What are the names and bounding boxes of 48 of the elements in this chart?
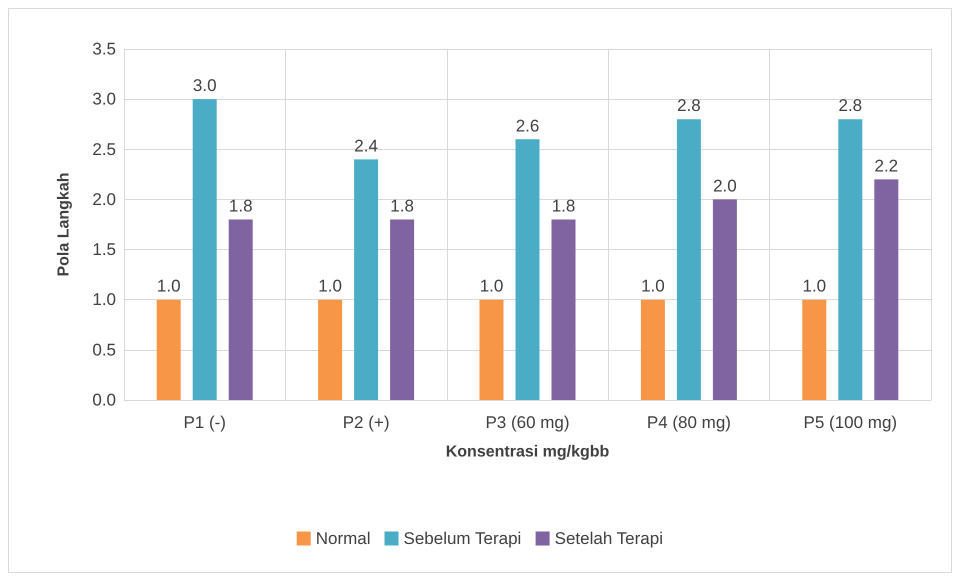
x-tick-label: P5 (100 mg) bbox=[804, 413, 898, 432]
text: 0.0 bbox=[92, 390, 116, 410]
x-axis-title: Konsentrasi mg/kgbb bbox=[446, 444, 610, 460]
bar bbox=[156, 300, 181, 400]
bar bbox=[874, 179, 898, 400]
data-label: 1.0 bbox=[480, 276, 504, 296]
bar bbox=[838, 119, 862, 400]
text: 1.0 bbox=[92, 290, 116, 310]
data-label: 1.8 bbox=[390, 196, 414, 216]
data-label: 2.6 bbox=[516, 116, 540, 136]
data-label: 1.0 bbox=[318, 276, 342, 296]
bar bbox=[228, 219, 253, 400]
legend-label: Normal bbox=[316, 529, 371, 548]
legend-label: Setelah Terapi bbox=[554, 529, 663, 548]
bar bbox=[712, 199, 737, 400]
bar bbox=[516, 139, 540, 400]
x-tick-label: P4 (80 mg) bbox=[646, 413, 731, 432]
data-label: 2.4 bbox=[354, 136, 378, 156]
data-label: 2.0 bbox=[713, 176, 737, 196]
bar bbox=[480, 300, 504, 400]
text: 3.5 bbox=[92, 40, 116, 58]
x-tick-label: P3 (60 mg) bbox=[485, 413, 570, 432]
text: 1.5 bbox=[92, 240, 116, 260]
text: 2.5 bbox=[92, 140, 116, 159]
text: 3.0 bbox=[92, 90, 116, 109]
bar bbox=[552, 219, 576, 400]
data-label: 1.0 bbox=[802, 276, 826, 296]
y-axis-title: Pola Langkah bbox=[56, 172, 72, 277]
data-label: 2.8 bbox=[838, 96, 862, 116]
data-label: 1.8 bbox=[552, 196, 576, 216]
data-label: 2.2 bbox=[874, 156, 898, 176]
data-label: 1.0 bbox=[641, 276, 665, 296]
data-label: 2.8 bbox=[677, 96, 701, 116]
data-label: 1.0 bbox=[156, 276, 181, 296]
x-tick-label: P2 (+) bbox=[342, 413, 390, 432]
data-label: 1.8 bbox=[228, 196, 253, 216]
legend-label: Sebelum Terapi bbox=[403, 529, 522, 548]
bar bbox=[390, 219, 414, 400]
bar bbox=[676, 119, 701, 400]
text: 2.0 bbox=[92, 190, 116, 209]
text: 0.5 bbox=[92, 340, 116, 360]
data-label: 3.0 bbox=[192, 76, 217, 96]
bar bbox=[354, 159, 378, 400]
bar bbox=[802, 300, 826, 400]
x-tick-label: P1 (-) bbox=[183, 413, 226, 432]
bar bbox=[640, 300, 665, 400]
bar bbox=[318, 300, 342, 400]
bar bbox=[192, 99, 217, 400]
